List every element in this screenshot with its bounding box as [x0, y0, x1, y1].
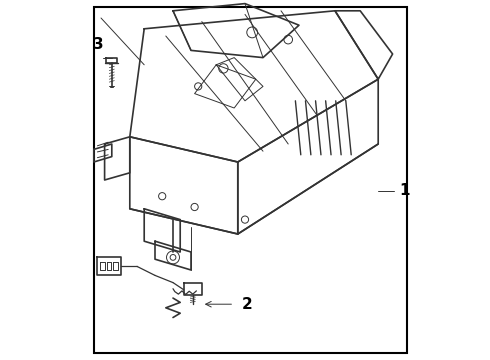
Text: 3: 3 — [93, 37, 103, 52]
Text: 2: 2 — [242, 297, 252, 312]
Text: 1: 1 — [400, 183, 410, 198]
